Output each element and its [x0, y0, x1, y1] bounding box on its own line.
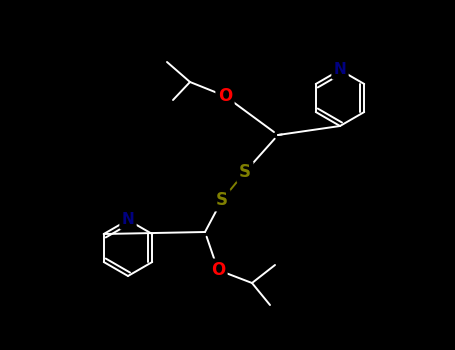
Text: N: N — [121, 212, 134, 228]
Text: S: S — [216, 191, 228, 209]
Text: S: S — [239, 163, 251, 181]
Text: O: O — [211, 261, 225, 279]
Text: O: O — [218, 87, 232, 105]
Text: N: N — [334, 63, 346, 77]
